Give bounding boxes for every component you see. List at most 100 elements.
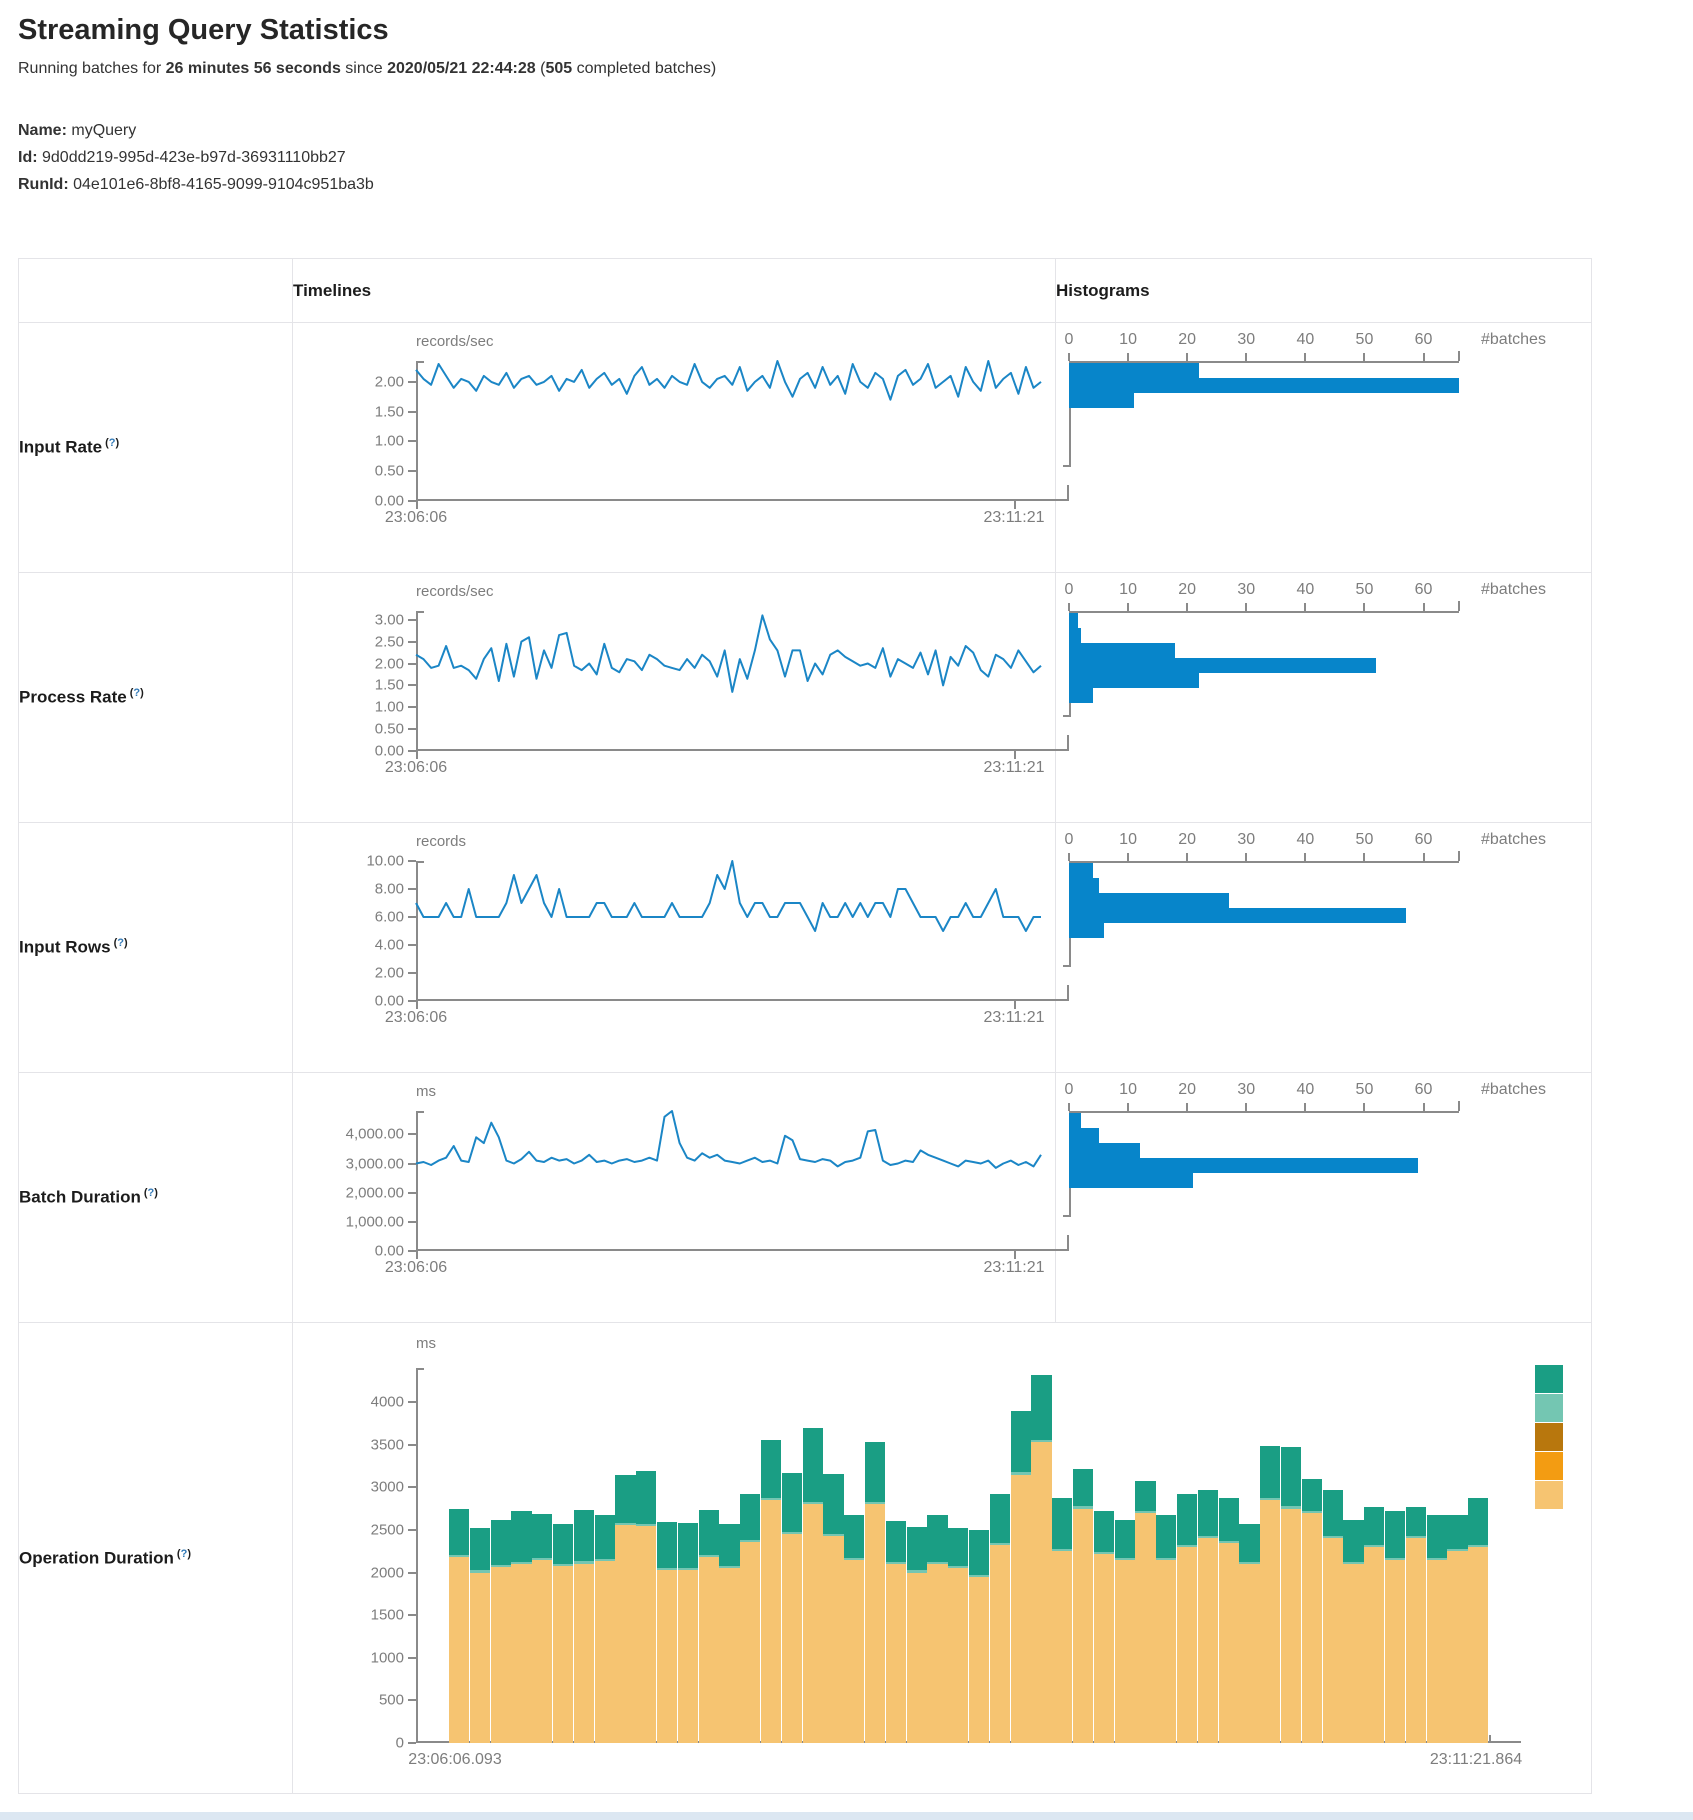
stacked-bar-segment-bottom [948,1568,969,1743]
y-tick-label: 1500 [370,1606,404,1624]
y-tick-label: 3,000.00 [345,1155,404,1172]
stacked-bar-segment-middle [1010,1472,1031,1475]
input-rate-timeline-x-start-label: 23:06:06 [384,509,448,526]
stacked-bar-segment-bottom [1281,1508,1302,1743]
stacked-bar-segment-bottom [1052,1551,1073,1743]
process-rate-help-icon[interactable]: (?) [130,687,144,699]
help-question-mark: ? [180,1547,188,1560]
y-tick-mark [408,1250,416,1252]
id-label: Id: [18,149,38,166]
process-rate-label-cell: Process Rate (?) [18,572,293,823]
stacked-bar-segment-middle [823,1533,844,1536]
input-rows-label-cell: Input Rows (?) [18,822,293,1073]
stacked-bar-segment-top [553,1523,574,1564]
stacked-bar-segment-top [865,1442,886,1503]
y-tick-mark [408,916,416,918]
y-axis-line [416,611,418,751]
x-tick-label: 10 [1119,1081,1137,1098]
x-tick-mark [1245,853,1248,861]
stacked-bar-segment-bottom [1177,1546,1198,1743]
stacked-bar-segment-middle [927,1561,948,1565]
x-axis-line [416,999,1069,1001]
stacked-bar-segment-top [1052,1498,1073,1550]
y-tick-mark [408,410,416,413]
batch-duration-help-icon[interactable]: (?) [144,1187,158,1199]
y-tick-label: 3.00 [374,611,404,629]
stacked-bar-segment-middle [573,1561,594,1564]
y-tick-mark [408,1614,416,1617]
process-rate-histogram-unit-label: #batches [1481,581,1546,598]
batch-duration-timeline-x-start-label: 23:06:06 [384,1259,448,1276]
running-batches-summary: Running batches for 26 minutes 56 second… [18,59,1693,78]
axis-end-bracket [1458,351,1460,361]
query-runid-line: RunId: 04e101e6-8bf8-4165-9099-9104c951b… [18,171,1693,198]
input-rate-help-icon[interactable]: (?) [105,437,119,449]
y-tick-label: 3500 [370,1436,404,1454]
y-tick-mark [408,1401,416,1404]
x-tick-label: 60 [1414,831,1433,848]
help-paren-close: ) [124,937,128,950]
stacked-bar-segment-middle [1031,1440,1052,1443]
axis-end-bracket [1458,601,1460,611]
stacked-bar-segment-top [636,1471,657,1524]
stacked-bar-segment-top [1239,1523,1260,1562]
operation-duration-help-icon[interactable]: (?) [177,1548,191,1560]
histogram-bar [1069,1143,1140,1158]
operation-duration-label-cell: Operation Duration (?) [18,1322,293,1794]
stacked-bar-segment-top [719,1523,740,1567]
y-tick-mark [408,860,416,862]
operation-duration-chart: 4000 3500 3000 2500 2000 1500 1000 500 0 [371,1368,1521,1752]
stacked-bar-segment-bottom [1135,1512,1156,1743]
stacked-bar-segment-bottom [1385,1559,1406,1743]
input-rate-histogram-cell: 0 10 20 30 40 50 60 #batches [1055,322,1592,573]
x-tick-label: 60 [1414,581,1433,598]
batch-duration-timeline-x-end-label: 23:11:21 [983,1259,1045,1276]
stacked-bar-segment-top [989,1494,1010,1544]
stacked-bar-segment-bottom [511,1564,532,1743]
stacked-bar-segment-middle [698,1555,719,1558]
stacked-bar-segment-middle [1135,1510,1156,1513]
y-tick-label: 0.00 [374,1242,404,1260]
y-axis-line [416,861,418,1001]
y-tick-mark [408,662,416,665]
x-tick-mark [1422,603,1425,611]
stacked-bar-segment-bottom [573,1563,594,1743]
y-tick-label: 500 [378,1691,404,1709]
y-tick-label: 1.50 [374,403,404,421]
stacked-bar-segment-middle [594,1559,615,1562]
stacked-bar-segment-bottom [1426,1559,1447,1743]
x-tick-mark [1422,353,1425,361]
x-tick-mark [1363,853,1366,861]
stacked-bar-segment-middle [1156,1557,1177,1560]
stacked-bar-segment-top [802,1427,823,1503]
y-tick-label: 2500 [370,1521,404,1539]
stacked-bar-segment-bottom [1239,1564,1260,1743]
stacked-bar-segment-bottom [1447,1551,1468,1743]
histogram-bar [1069,863,1093,878]
stacked-bar-segment-middle [906,1570,927,1573]
x-tick-mark [1186,353,1189,361]
input-rows-help-icon[interactable]: (?) [114,937,128,949]
input-rows-histogram-cell: 0 10 20 30 40 50 60 #batches [1055,822,1592,1073]
x-tick-label: 60 [1414,1081,1433,1098]
stacked-bar-segment-middle [802,1502,823,1505]
stacked-bar-segment-middle [844,1557,865,1560]
y-tick-label: 1.50 [374,676,404,694]
runid-value: 04e101e6-8bf8-4165-9099-9104c951ba3b [73,176,374,193]
batch-duration-histogram-cell: 0 10 20 30 40 50 60 #batches [1055,1072,1592,1323]
input-rows-label: Input Rows [19,937,111,957]
legend-swatch-5 [1535,1481,1563,1509]
help-paren-open: ( [176,1547,181,1560]
zero-axis-hook [1063,465,1071,467]
stacked-bar-segment-bottom [615,1524,636,1743]
batch-duration-timeline-line [415,1110,1042,1169]
x-tick-label: 20 [1178,581,1197,598]
stacked-bar-segment-middle [1364,1544,1385,1547]
stacked-bar-segment-bottom [553,1565,574,1743]
stacked-bar-segment-top [1073,1468,1094,1507]
legend-swatch-2 [1535,1394,1563,1422]
legend-swatch-1 [1535,1365,1563,1393]
y-tick-label: 2000 [370,1564,404,1582]
stacked-bar-segment-middle [636,1523,657,1526]
stacked-bar-segment-middle [989,1543,1010,1546]
